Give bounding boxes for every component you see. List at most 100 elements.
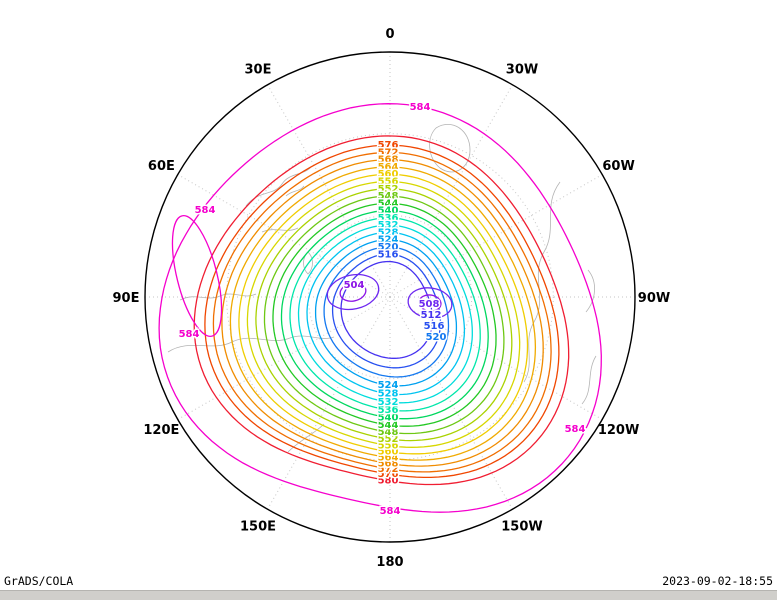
contour-line-580	[193, 135, 570, 486]
contour-label: 504	[344, 280, 365, 291]
contour-label: 532	[378, 397, 399, 408]
longitude-label-60W: 60W	[602, 159, 634, 174]
contour-line-504	[418, 294, 442, 312]
contour-line-528	[306, 231, 466, 396]
contour-label: 568	[378, 155, 399, 166]
longitude-label-60E: 60E	[148, 159, 175, 174]
contour-line-584	[171, 214, 223, 338]
contour-line-560	[238, 173, 529, 455]
meridian-line	[389, 174, 603, 298]
contour-label: 516	[424, 321, 445, 332]
contour-line-552	[255, 188, 513, 442]
contour-line-576	[204, 144, 560, 479]
contour-label: 560	[378, 169, 399, 180]
contour-label: 536	[378, 213, 399, 224]
contour-label: 508	[419, 299, 440, 310]
contour-line-504	[339, 282, 367, 302]
meridian-line	[267, 296, 391, 510]
contour-label: 564	[378, 453, 399, 464]
longitude-label-120W: 120W	[598, 423, 639, 438]
contour-label: 572	[378, 464, 399, 475]
longitude-label-30E: 30E	[245, 62, 272, 77]
contour-label: 536	[378, 405, 399, 416]
contour-line-520	[323, 246, 450, 378]
contour-label: 572	[378, 147, 399, 158]
contour-line-508	[326, 273, 380, 311]
coastline-path	[287, 423, 325, 453]
contour-label: 512	[421, 310, 442, 321]
contour-label: 524	[378, 380, 399, 391]
contour-label: 576	[378, 469, 399, 480]
contour-line-532	[297, 224, 473, 404]
contour-label: 520	[378, 242, 399, 253]
map-boundary-circle	[144, 51, 636, 543]
contour-line-540	[280, 209, 489, 420]
coastline-path	[285, 185, 305, 197]
contour-label: 552	[378, 434, 399, 445]
contour-label: 564	[378, 162, 399, 173]
meridian-line	[177, 296, 391, 420]
contour-label: 584	[195, 205, 216, 216]
contour-line-508	[407, 287, 453, 319]
contour-label: 540	[378, 206, 399, 217]
coastline-path	[179, 293, 257, 301]
contour-label: 540	[378, 413, 399, 424]
coastline-path	[429, 124, 471, 173]
contour-label: 580	[378, 476, 399, 487]
contour-line-568	[221, 159, 544, 467]
contour-line-524	[314, 239, 458, 387]
longitude-label-0: 0	[385, 27, 394, 42]
coastline-path	[245, 165, 313, 207]
contour-label: 568	[378, 458, 399, 469]
contour-line-572	[212, 151, 552, 473]
coastline-path	[261, 227, 299, 233]
longitude-label-150E: 150E	[240, 520, 276, 535]
contour-label: 532	[378, 220, 399, 231]
contour-label: 544	[378, 198, 399, 209]
longitude-label-120E: 120E	[143, 423, 179, 438]
longitude-label-180: 180	[376, 555, 403, 570]
contour-label: 556	[378, 440, 399, 451]
longitude-label-30W: 30W	[506, 62, 538, 77]
contour-label: 516	[378, 249, 399, 260]
latitude-circle	[226, 133, 554, 461]
contour-label: 576	[378, 140, 399, 151]
contour-label: 584	[179, 329, 200, 340]
timestamp-text: 2023-09-02-18:55	[662, 574, 773, 588]
longitude-labels: 0 30W 60W 90W 120W 150W 180 150E 120E 90E 60E 30E	[113, 27, 671, 570]
contour-label: 584	[380, 506, 401, 517]
contour-label: 528	[378, 227, 399, 238]
meridian-line	[267, 84, 391, 298]
contour-label: 584	[410, 102, 431, 113]
contour-lines	[158, 103, 602, 513]
coastline-path	[585, 269, 595, 313]
longitude-label-150W: 150W	[501, 520, 542, 535]
contour-line-584	[158, 103, 602, 513]
contour-label: 584	[565, 424, 586, 435]
longitude-label-90E: 90E	[113, 291, 140, 306]
contour-label: 548	[378, 191, 399, 202]
bottom-gray-bar	[0, 590, 777, 600]
contour-label: 524	[378, 235, 399, 246]
contour-line-516	[331, 253, 442, 369]
contour-label: 552	[378, 184, 399, 195]
contour-label: 560	[378, 447, 399, 458]
contour-label: 548	[378, 427, 399, 438]
contour-label: 528	[378, 389, 399, 400]
coastline-path	[523, 181, 561, 383]
contour-line-548	[263, 195, 505, 435]
meridian-line	[389, 296, 513, 510]
latitude-circle	[307, 214, 473, 380]
contour-line-564	[229, 166, 537, 461]
longitude-label-90W: 90W	[638, 291, 670, 306]
contour-line-556	[246, 180, 521, 448]
coastline-path	[581, 355, 597, 405]
contour-line-536	[289, 217, 481, 412]
contour-label: 556	[378, 177, 399, 188]
attribution-text: GrADS/COLA	[4, 574, 74, 588]
contour-label: 544	[378, 420, 399, 431]
coastline-path	[303, 251, 313, 275]
contour-label: 520	[426, 332, 447, 343]
